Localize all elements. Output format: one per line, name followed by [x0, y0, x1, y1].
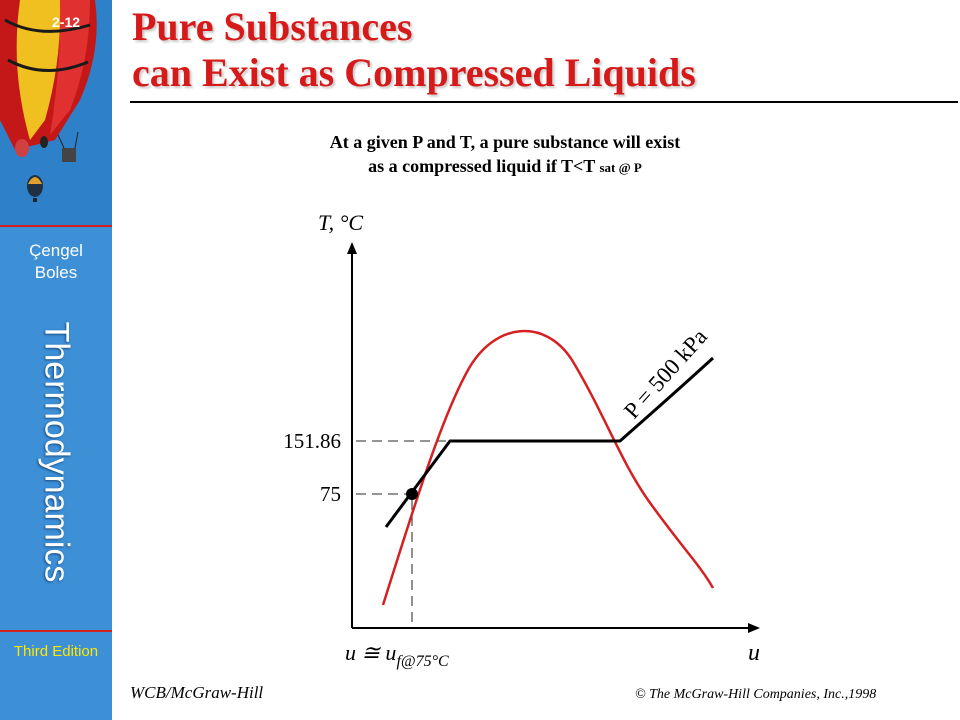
copyright-notice: © The McGraw-Hill Companies, Inc.,1998	[635, 687, 877, 702]
title-underline	[130, 101, 958, 103]
sidebar: 2-12 Çengel Boles Thermodynamics Third E…	[0, 0, 112, 720]
isobar-curve	[384, 356, 715, 528]
author-boles: Boles	[34, 263, 78, 282]
slide-subtitle: At a given P and T, a pure substance wil…	[230, 130, 780, 180]
x-marker-label-subscript: f@75°C	[396, 653, 449, 670]
subtitle-line-1: At a given P and T, a pure substance wil…	[329, 132, 681, 152]
tick-label-state-temp: 75	[320, 482, 341, 506]
slide-title-line-1: Pure Substances	[132, 4, 413, 49]
edition-label: Third Edition	[13, 643, 99, 660]
slide-number: 2-12	[52, 14, 81, 30]
hot-air-balloon-image	[0, 0, 112, 225]
slide-title: Pure Substances can Exist as Compressed …	[132, 4, 696, 96]
x-marker-label-main: u ≅ u	[345, 640, 396, 665]
author-names: Çengel Boles	[0, 240, 112, 284]
x-marker-label: u ≅ uf@75°C	[345, 640, 449, 670]
subtitle-condition: as a compressed liquid if T<T	[368, 156, 595, 176]
subtitle-line-2: as a compressed liquid if T<T sat @ P	[230, 154, 780, 180]
subtitle-condition-subscript: sat @ P	[599, 160, 642, 175]
isobar-label: P = 500 kPa	[619, 324, 712, 423]
sidebar-divider	[0, 630, 112, 632]
slide-title-line-2: can Exist as Compressed Liquids	[132, 50, 696, 95]
sidebar-divider	[0, 225, 112, 227]
tick-label-saturation-temp: 151.86	[283, 429, 341, 453]
publisher-label: WCB/McGraw-Hill	[130, 683, 264, 702]
compressed-liquid-state-point	[406, 488, 418, 500]
saturation-dome	[381, 329, 715, 606]
y-axis-label: T, °C	[318, 210, 363, 235]
x-axis-label: u	[748, 640, 760, 666]
author-cengel: Çengel	[29, 241, 83, 260]
